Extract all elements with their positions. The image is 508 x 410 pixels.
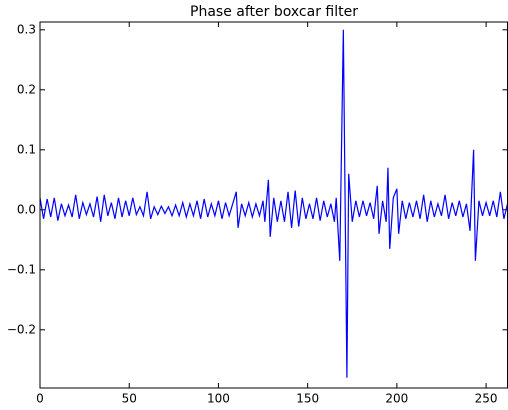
- x-tick-label: 0: [36, 392, 44, 406]
- line-series: [39, 29, 508, 378]
- chart-title: Phase after boxcar filter: [190, 4, 358, 20]
- x-tick-label: 200: [385, 392, 408, 406]
- y-tick-label: 0.1: [17, 142, 36, 156]
- x-tick-label: 250: [475, 392, 498, 406]
- y-tick-label: 0.3: [17, 22, 36, 36]
- y-tick-label: −0.1: [7, 262, 36, 276]
- x-tick-label: 150: [296, 392, 319, 406]
- x-tick-label: 50: [122, 392, 137, 406]
- y-tick-label: 0.0: [17, 202, 36, 216]
- y-tick-label: 0.2: [17, 82, 36, 96]
- y-tick-label: −0.2: [7, 322, 36, 336]
- x-tick-label: 100: [207, 392, 230, 406]
